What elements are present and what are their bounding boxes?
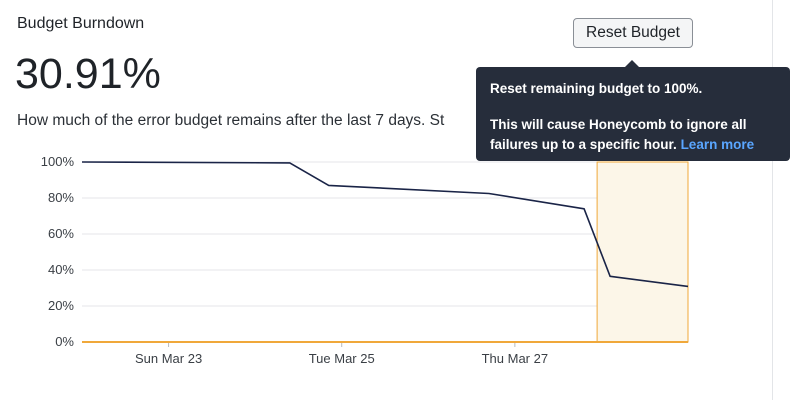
section-title: Budget Burndown	[17, 15, 145, 32]
budget-remaining-value: 30.91%	[15, 50, 161, 98]
y-tick-label: 20%	[48, 298, 74, 313]
y-tick-label: 60%	[48, 226, 74, 241]
series-group	[81, 161, 689, 288]
tooltip-line-1: Reset remaining budget to 100%.	[490, 81, 703, 96]
tooltip-arrow	[624, 60, 640, 68]
y-tick-label: 40%	[48, 262, 74, 277]
highlight-region-group	[596, 161, 689, 343]
tooltip-line-3-wrap: failures up to a specific hour. Learn mo…	[490, 135, 776, 155]
budget-description: How much of the error budget remains aft…	[17, 112, 445, 129]
x-tick-label: Tue Mar 25	[309, 351, 375, 366]
y-tick-label: 100%	[41, 154, 75, 169]
learn-more-link[interactable]: Learn more	[680, 137, 755, 152]
y-axis: 0% 20% 40% 60% 80% 100%	[41, 154, 75, 349]
y-tick-label: 0%	[55, 334, 74, 349]
tooltip-line-3: failures up to a specific hour.	[490, 137, 677, 152]
tooltip-line-2: This will cause Honeycomb to ignore all	[490, 117, 747, 132]
highlight-region[interactable]	[596, 161, 689, 343]
panel-divider	[772, 0, 773, 400]
reset-budget-tooltip: Reset remaining budget to 100%. This wil…	[476, 67, 790, 161]
x-tick-label: Thu Mar 27	[482, 351, 548, 366]
x-axis: Sun Mar 23 Tue Mar 25 Thu Mar 27	[135, 342, 548, 366]
burndown-series-line	[81, 161, 689, 288]
reset-budget-button[interactable]: Reset Budget	[573, 18, 693, 48]
chart-grid	[82, 161, 688, 307]
x-tick-label: Sun Mar 23	[135, 351, 202, 366]
y-tick-label: 80%	[48, 190, 74, 205]
